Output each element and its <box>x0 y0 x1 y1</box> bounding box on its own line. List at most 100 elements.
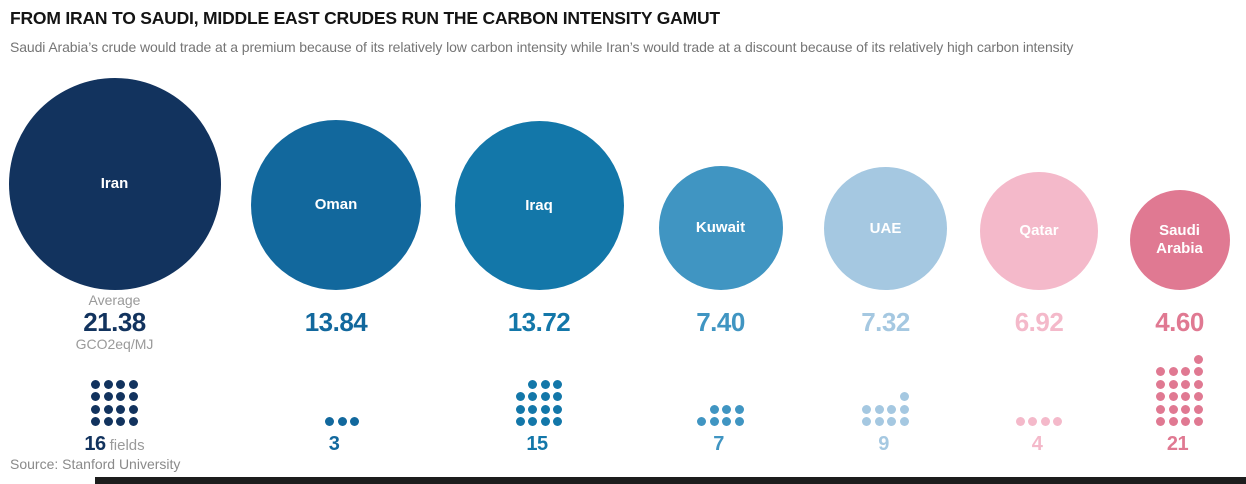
country-label: Iraq <box>525 196 553 214</box>
field-dot <box>1015 417 1025 426</box>
country-bubble[interactable]: Kuwait <box>658 166 783 290</box>
field-dot <box>1181 417 1191 426</box>
field-dot <box>553 379 563 389</box>
field-dot <box>128 417 138 426</box>
unit-label: GCO2eq/MJ <box>75 336 154 352</box>
country-bubble[interactable]: Oman <box>251 120 421 290</box>
field-dot <box>103 404 113 414</box>
field-dot <box>1156 404 1166 414</box>
page-subtitle: Saudi Arabia’s crude would trade at a pr… <box>10 39 1074 55</box>
unit-label <box>1155 336 1204 352</box>
bubble-area: Qatar <box>965 75 1113 290</box>
field-dot <box>1193 367 1203 376</box>
field-dot <box>734 417 744 426</box>
country-label: UAE <box>869 219 902 237</box>
country-column-saudi-arabia: Saudi Arabia 4.60 21 <box>1113 75 1246 457</box>
field-dot <box>528 404 538 414</box>
bubble-area: Iran <box>0 75 229 290</box>
fields-count-block: 16 fields <box>84 433 144 457</box>
avg-intensity-value: 7.40 <box>696 307 745 337</box>
avg-intensity-value: 7.32 <box>861 307 910 337</box>
field-dot <box>1168 367 1178 376</box>
field-dot <box>722 417 732 426</box>
field-dot <box>540 404 550 414</box>
field-dot <box>350 417 360 426</box>
fields-count-block: 3 <box>329 433 344 457</box>
field-dot <box>116 404 126 414</box>
average-label <box>696 292 745 308</box>
value-block: 6.92 <box>1015 292 1064 352</box>
avg-intensity-value: 6.92 <box>1014 307 1064 337</box>
country-column-kuwait: Kuwait 7.40 7 <box>635 75 806 457</box>
field-dot <box>874 404 884 414</box>
field-dot <box>734 404 744 414</box>
field-dot <box>540 392 550 401</box>
field-dot <box>103 392 113 401</box>
field-dot <box>91 392 101 401</box>
country-bubble[interactable]: Iran <box>8 78 221 290</box>
field-dot <box>103 417 113 426</box>
country-bubble[interactable]: Iraq <box>454 121 624 290</box>
country-bubble[interactable]: Saudi Arabia <box>1129 190 1230 290</box>
field-dot <box>722 404 732 414</box>
field-dot <box>103 379 113 389</box>
field-dot <box>899 392 909 401</box>
field-dot <box>862 417 872 426</box>
country-bubble[interactable]: UAE <box>824 167 947 290</box>
avg-intensity-value: 13.84 <box>304 307 368 337</box>
field-dot <box>697 417 707 426</box>
country-label: Iran <box>100 175 129 192</box>
field-dot <box>1193 379 1203 389</box>
fields-dot-grid <box>697 354 744 426</box>
fields-count-block: 4 <box>1032 433 1047 457</box>
fields-count: 21 <box>1166 433 1189 455</box>
field-dot <box>128 392 138 401</box>
field-dot <box>874 417 884 426</box>
bubble-area: UAE <box>806 75 965 290</box>
unit-label <box>1015 336 1064 352</box>
field-dot <box>325 417 335 426</box>
unit-label <box>305 336 368 352</box>
fields-word: fields <box>109 437 145 454</box>
average-label: Average <box>88 292 141 308</box>
field-dot <box>553 392 563 401</box>
field-dot <box>337 417 347 426</box>
unit-label <box>508 336 571 352</box>
value-block: Average 21.38 GCO2eq/MJ <box>76 292 154 352</box>
field-dot <box>887 417 897 426</box>
field-dot <box>515 417 525 426</box>
page-title: FROM IRAN TO SAUDI, MIDDLE EAST CRUDES R… <box>10 8 720 28</box>
field-dot <box>1040 417 1050 426</box>
field-dot <box>1156 379 1166 389</box>
field-dot <box>128 379 138 389</box>
value-block: 7.40 <box>696 292 745 352</box>
field-dot <box>1168 404 1178 414</box>
field-dot <box>1193 417 1203 426</box>
fields-count: 9 <box>878 433 889 455</box>
field-dot <box>553 417 563 426</box>
fields-count: 3 <box>328 433 340 455</box>
field-dot <box>91 404 101 414</box>
field-dot <box>1028 417 1038 426</box>
field-dot <box>528 379 538 389</box>
fields-count-block: 9 <box>878 433 893 457</box>
country-column-iraq: Iraq 13.72 15 <box>443 75 635 457</box>
avg-intensity-value: 13.72 <box>507 307 571 337</box>
country-bubble[interactable]: Qatar <box>980 172 1098 290</box>
country-label: Kuwait <box>695 219 746 236</box>
avg-intensity-value: 4.60 <box>1155 307 1204 337</box>
bubble-area: Saudi Arabia <box>1113 75 1246 290</box>
field-dot <box>899 417 909 426</box>
field-dot <box>128 404 138 414</box>
value-block: 7.32 <box>861 292 910 352</box>
country-column-iran: Iran Average 21.38 GCO2eq/MJ 16 fields <box>0 75 229 457</box>
field-dot <box>1193 392 1203 401</box>
field-dot <box>709 417 719 426</box>
country-label: Qatar <box>1019 222 1059 239</box>
field-dot <box>1053 417 1063 426</box>
field-dot <box>515 392 525 401</box>
field-dot <box>899 404 909 414</box>
fields-count: 4 <box>1031 433 1043 455</box>
fields-count: 7 <box>713 433 724 455</box>
field-dot <box>91 379 101 389</box>
